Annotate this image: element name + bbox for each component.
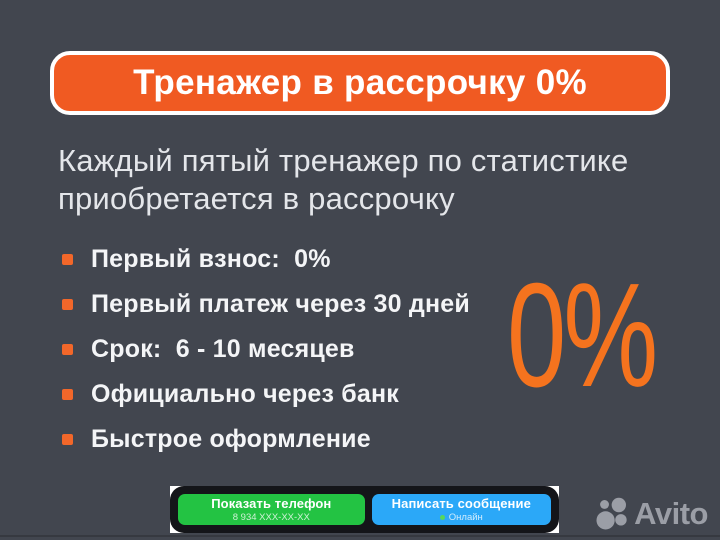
show-phone-button-label: Показать телефон (211, 495, 332, 511)
show-phone-button[interactable]: Показать телефон 8 934 XXX-XX-XX (178, 494, 365, 525)
bottom-edge-line (0, 535, 720, 537)
phone-number-masked: 8 934 XXX-XX-XX (232, 511, 310, 523)
list-item-label: Быстрое оформление (91, 425, 371, 453)
write-message-button-label: Написать сообщение (391, 495, 531, 511)
promo-banner: Тренажер в рассрочку 0% (50, 51, 670, 115)
list-item: Первый взнос: 0% (62, 246, 470, 291)
write-message-button[interactable]: Написать сообщение Онлайн (371, 494, 551, 525)
list-item-label: Первый платеж через 30 дней (91, 290, 470, 318)
bullet-square-icon (62, 389, 73, 400)
feature-list: Первый взнос: 0% Первый платеж через 30 … (62, 246, 470, 471)
bullet-square-icon (62, 254, 73, 265)
list-item: Первый платеж через 30 дней (62, 291, 470, 336)
avito-brand-text: Avito (634, 496, 708, 531)
zero-percent-highlight: 0% (507, 253, 658, 418)
cta-bar-backing: Показать телефон 8 934 XXX-XX-XX Написат… (170, 486, 559, 533)
page-title: Каждый пятый тренажер по статистике прио… (58, 142, 628, 218)
online-status: Онлайн (439, 511, 483, 523)
online-dot-icon (439, 515, 445, 520)
bullet-square-icon (62, 344, 73, 355)
bullet-square-icon (62, 434, 73, 445)
list-item: Официально через банк (62, 381, 470, 426)
page-title-line2: приобретается в рассрочку (58, 181, 455, 216)
page-title-line1: Каждый пятый тренажер по статистике (58, 143, 629, 178)
list-item: Быстрое оформление (62, 426, 470, 471)
bullet-square-icon (62, 299, 73, 310)
list-item-label: Первый взнос: 0% (91, 245, 331, 273)
online-status-label: Онлайн (448, 511, 483, 523)
list-item-label: Срок: 6 - 10 месяцев (91, 335, 355, 363)
list-item-label: Официально через банк (91, 380, 400, 408)
avito-watermark: Avito (595, 496, 708, 532)
promo-banner-label: Тренажер в рассрочку 0% (133, 63, 587, 102)
cta-bar: Показать телефон 8 934 XXX-XX-XX Написат… (170, 486, 559, 533)
avito-logo-icon (596, 497, 627, 530)
list-item: Срок: 6 - 10 месяцев (62, 336, 470, 381)
